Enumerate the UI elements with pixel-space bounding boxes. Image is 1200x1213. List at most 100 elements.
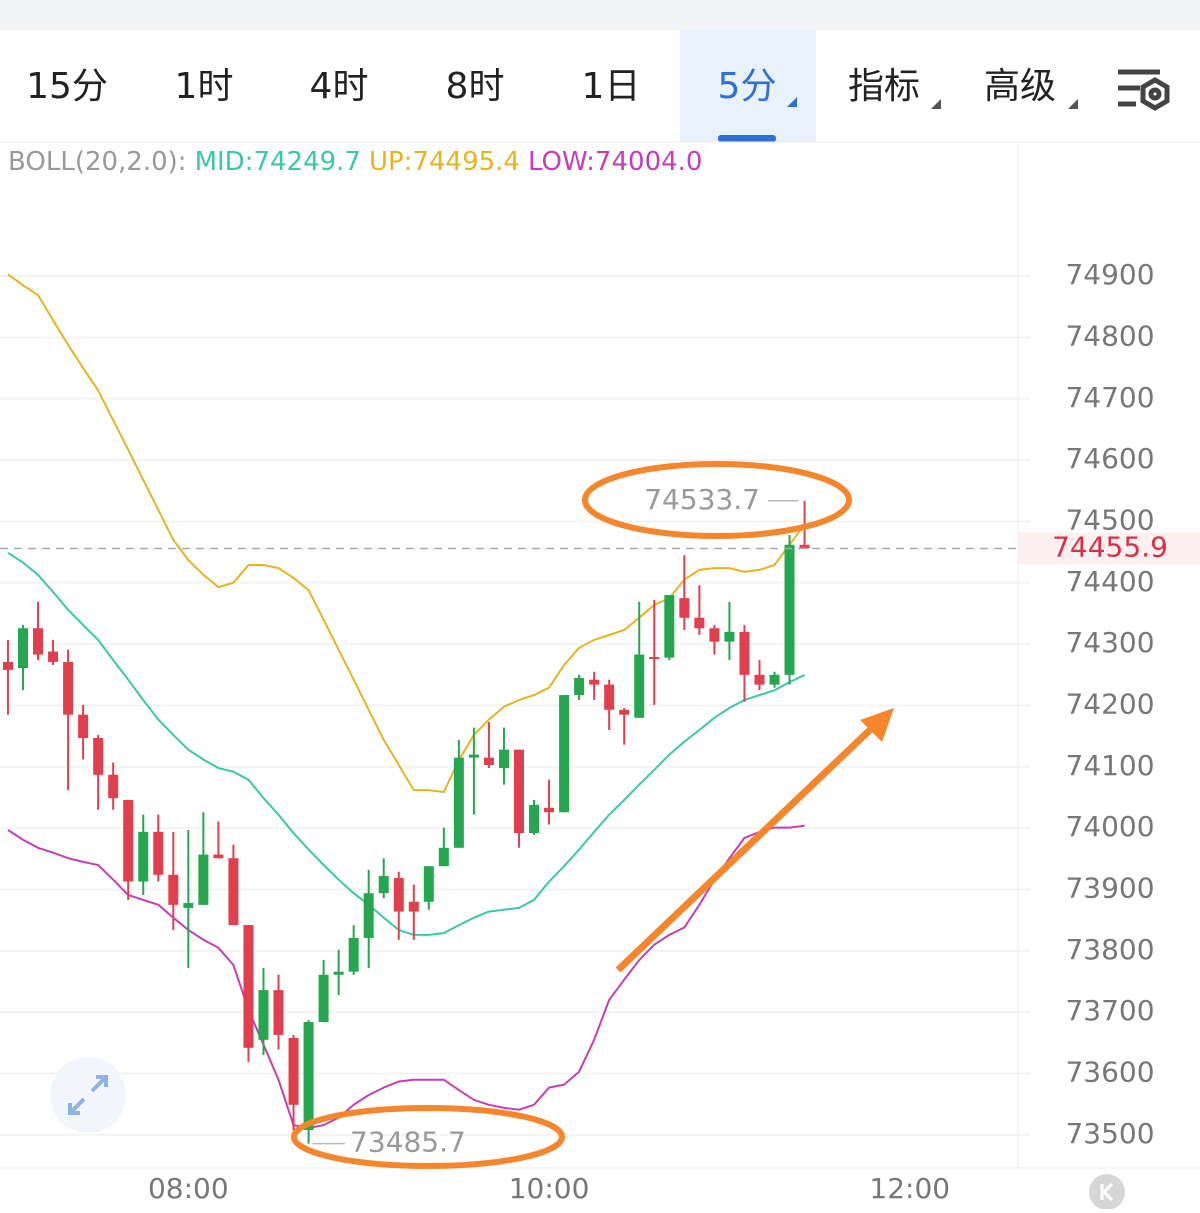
low-label: 73485.7 xyxy=(350,1126,466,1159)
candle-body xyxy=(559,695,570,813)
candle-body xyxy=(513,749,524,834)
dropdown-caret xyxy=(931,99,941,109)
last-price-label: 74455.9 xyxy=(1052,531,1168,564)
tab[interactable]: 1日 xyxy=(582,66,641,107)
k-icon xyxy=(1100,1182,1114,1202)
y-tick-label: 74500 xyxy=(1065,503,1154,536)
candle-body xyxy=(78,714,89,739)
x-tick-label: 12:00 xyxy=(869,1172,950,1205)
candle-body xyxy=(393,877,404,912)
tab[interactable]: 高级 xyxy=(984,66,1056,107)
y-tick-label: 73500 xyxy=(1065,1117,1154,1150)
candle-body xyxy=(619,709,630,715)
x-tick-label: 08:00 xyxy=(148,1172,229,1205)
candle-body xyxy=(348,937,359,972)
y-tick-label: 74600 xyxy=(1065,442,1154,475)
candle-body xyxy=(769,674,780,685)
candle-body xyxy=(694,617,705,629)
candle-body xyxy=(589,679,600,685)
candle-body xyxy=(529,804,540,834)
legend-item: LOW:74004.0 xyxy=(528,147,702,177)
y-tick-label: 74200 xyxy=(1065,687,1154,720)
candle-body xyxy=(453,757,464,848)
candle-body xyxy=(2,661,13,670)
k-button[interactable] xyxy=(1089,1174,1125,1210)
candle-body xyxy=(784,544,795,675)
last-price-box xyxy=(1018,532,1200,565)
y-tick-label: 74000 xyxy=(1065,810,1154,843)
candle-body xyxy=(108,774,119,799)
candle-body xyxy=(33,628,44,655)
legend-item: MID:74249.7 xyxy=(195,147,361,177)
y-tick-label: 74300 xyxy=(1065,626,1154,659)
candle-body xyxy=(724,631,735,642)
trend-arrow xyxy=(615,708,894,973)
tab[interactable]: 指标 xyxy=(848,66,920,107)
x-tick-label: 10:00 xyxy=(509,1172,590,1205)
y-tick-label: 74900 xyxy=(1065,258,1154,291)
indicator-label: BOLL(20,2.0): xyxy=(8,147,187,177)
indicator-legend: BOLL(20,2.0): MID:74249.7 UP:74495.4 LOW:74… xyxy=(8,147,702,177)
candle-body xyxy=(333,971,344,975)
candle-body xyxy=(679,598,690,618)
expand-icon xyxy=(68,1075,108,1115)
candle-body xyxy=(138,831,149,882)
tab[interactable]: 15分 xyxy=(26,66,108,107)
candle-body xyxy=(574,677,585,696)
candle-body xyxy=(483,757,494,765)
candle-body xyxy=(198,854,209,905)
candle-body xyxy=(754,674,765,685)
candle-body xyxy=(48,651,59,662)
y-tick-label: 74400 xyxy=(1065,565,1154,598)
candle-body xyxy=(423,866,434,902)
candle-body xyxy=(739,631,750,675)
candle-body xyxy=(288,1037,299,1105)
dropdown-caret xyxy=(1068,99,1078,109)
y-tick-label: 73700 xyxy=(1065,994,1154,1027)
tab[interactable]: 1时 xyxy=(175,66,234,107)
candle-body xyxy=(709,628,720,642)
plot: 73500 73600 73700 73800 73900 74000 74100 74200… xyxy=(0,258,1200,1205)
candle-body xyxy=(468,754,479,758)
candle-body xyxy=(799,544,810,549)
candle-body xyxy=(123,799,134,882)
candle-body xyxy=(228,858,239,926)
y-tick-label: 73900 xyxy=(1065,872,1154,905)
highlight-ellipse xyxy=(291,1105,565,1169)
y-tick-label: 73600 xyxy=(1065,1056,1154,1089)
candle-body xyxy=(93,738,104,775)
candle-body xyxy=(544,807,555,813)
candle-body xyxy=(664,595,675,658)
candle-body xyxy=(318,974,329,1023)
band-line xyxy=(7,551,806,936)
tab-bar: 15分 1时 4时 8时 1日 5分 指标 高级 xyxy=(26,66,1056,107)
band-line xyxy=(7,824,805,1130)
candle-body xyxy=(213,854,224,859)
candle-body xyxy=(498,749,509,769)
candle-body xyxy=(634,654,645,718)
candle-body xyxy=(363,893,374,938)
status-strip xyxy=(0,0,1200,30)
candle-body xyxy=(649,657,660,660)
candle-body xyxy=(168,874,179,905)
tab[interactable]: 8时 xyxy=(446,66,505,107)
candle-body xyxy=(378,876,389,894)
y-tick-label: 74800 xyxy=(1065,319,1154,352)
band-line xyxy=(7,273,806,794)
expand-button[interactable] xyxy=(50,1057,126,1133)
active-tab-bg xyxy=(680,30,816,142)
active-tab-indicator xyxy=(718,135,776,142)
highlight-ellipse xyxy=(582,461,852,539)
y-tick-label: 73800 xyxy=(1065,933,1154,966)
candle-body xyxy=(303,1022,314,1130)
candle-body xyxy=(258,990,269,1040)
candle-body xyxy=(408,901,419,912)
tab[interactable]: 4时 xyxy=(310,66,369,107)
settings-icon[interactable] xyxy=(1118,69,1170,111)
dropdown-caret xyxy=(787,97,797,107)
tab[interactable]: 5分 xyxy=(718,66,777,107)
candle-body xyxy=(273,990,284,1035)
candle-body xyxy=(243,925,254,1048)
candle-body xyxy=(438,847,449,867)
candle-body xyxy=(63,661,74,715)
